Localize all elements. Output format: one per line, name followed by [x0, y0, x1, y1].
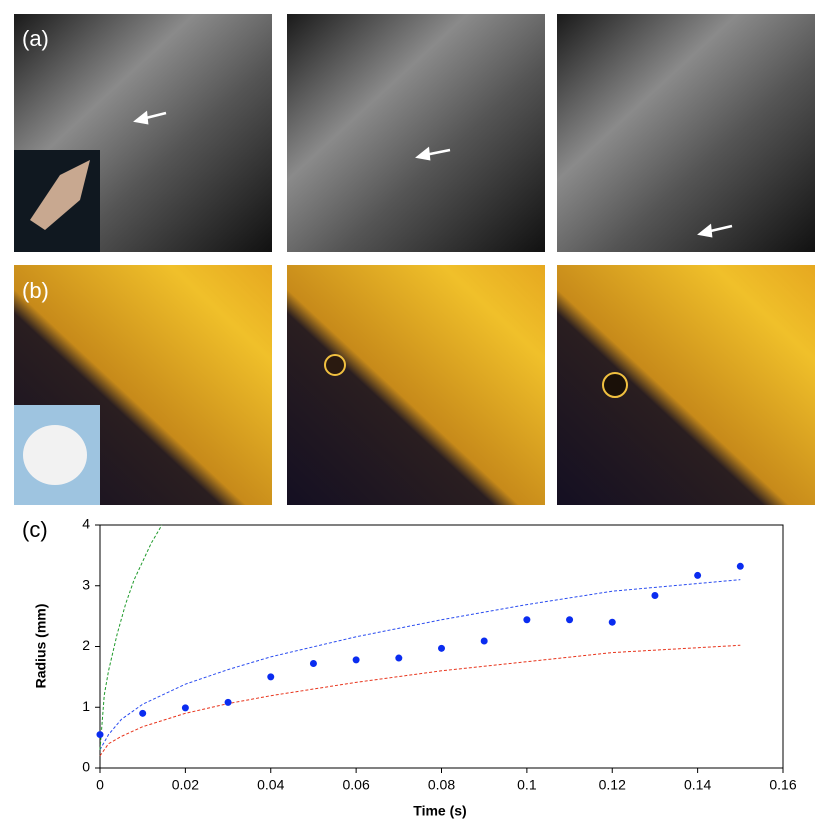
y-tick-label: 4 — [82, 516, 90, 532]
data-point — [395, 654, 403, 662]
x-tick-label: 0.12 — [599, 777, 626, 793]
data-point — [309, 660, 317, 668]
data-point — [438, 644, 445, 652]
fit-curve — [99, 644, 741, 757]
panel-label: (b) — [22, 278, 49, 303]
x-tick-label: 0.08 — [428, 777, 455, 793]
wound — [602, 372, 628, 398]
x-tick-label: 0.06 — [343, 777, 370, 793]
y-axis-label: Radius (mm) — [33, 604, 49, 689]
data-point — [736, 562, 744, 570]
data-point — [181, 704, 189, 712]
data-point — [651, 591, 659, 599]
x-tick-label: 0.04 — [257, 777, 284, 793]
data-point — [608, 618, 616, 626]
rat-icon — [23, 425, 87, 485]
x-axis-label: Time (s) — [413, 803, 466, 819]
x-tick-label: 0 — [96, 777, 104, 793]
y-tick-label: 3 — [82, 576, 90, 592]
arrows — [133, 110, 733, 238]
y-tick-label: 1 — [82, 698, 90, 714]
panel-label: (a) — [22, 26, 49, 51]
panel-label: (c) — [22, 517, 48, 542]
fit-curve — [99, 579, 741, 751]
y-tick-label: 0 — [82, 759, 90, 775]
bat-wing-photo — [557, 14, 815, 252]
data-point — [267, 673, 275, 681]
data-point — [139, 709, 147, 717]
data-point — [694, 571, 702, 579]
data-point — [566, 616, 574, 624]
data-point — [480, 637, 488, 645]
x-tick-label: 0.02 — [172, 777, 199, 793]
fit-curve — [99, 524, 163, 750]
rat-skin-photo — [287, 265, 545, 505]
data-point — [224, 698, 232, 706]
x-tick-label: 0.1 — [517, 777, 537, 793]
bat-icon — [30, 160, 90, 230]
x-tick-label: 0.16 — [769, 777, 796, 793]
bat-wing-photo — [287, 14, 545, 252]
data-point — [96, 731, 104, 739]
data-point — [523, 616, 531, 624]
wound — [324, 354, 346, 376]
data-point — [352, 656, 360, 664]
x-tick-label: 0.14 — [684, 777, 711, 793]
rat-skin-photo — [557, 265, 815, 505]
y-tick-label: 2 — [82, 637, 90, 653]
photos — [14, 14, 815, 505]
